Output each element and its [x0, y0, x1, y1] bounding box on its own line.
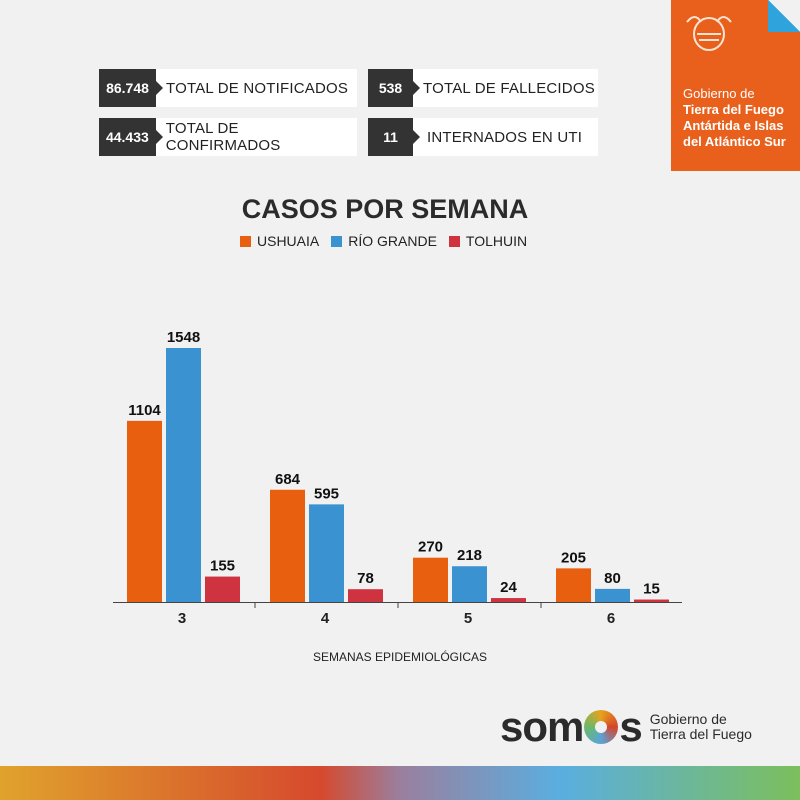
- bar-ushuaia-week-6: [556, 568, 591, 602]
- legend-swatch: [331, 236, 343, 247]
- brand-line-1: Gobierno de: [683, 86, 755, 101]
- stat-notificados: 86.748 TOTAL DE NOTIFICADOS: [99, 69, 357, 107]
- stat-value: 11: [368, 118, 420, 156]
- data-label: 24: [500, 579, 517, 596]
- bar-tolhuin-week-4: [348, 589, 383, 602]
- stat-label: INTERNADOS EN UTI: [427, 128, 583, 146]
- data-label: 155: [210, 558, 235, 575]
- stat-value: 44.433: [99, 118, 163, 156]
- bar-tolhuin-week-3: [205, 576, 240, 602]
- brand-line-3: Antártida e Islas: [683, 118, 784, 133]
- chart-legend: USHUAIA RÍO GRANDE TOLHUIN: [240, 233, 527, 249]
- footer-line-1: Gobierno de: [649, 711, 727, 727]
- data-label: 80: [604, 570, 621, 587]
- bar-tolhuin-week-5: [491, 598, 526, 602]
- legend-item-ushuaia: USHUAIA: [240, 233, 319, 249]
- bar-río-grande-week-6: [595, 588, 630, 602]
- bar-río-grande-week-5: [452, 566, 487, 602]
- stat-label: TOTAL DE CONFIRMADOS: [165, 120, 281, 154]
- government-brand-badge: Gobierno de Tierra del Fuego Antártida e…: [671, 0, 800, 171]
- bar-ushuaia-week-4: [270, 489, 305, 602]
- corner-accent: [768, 0, 800, 32]
- stat-confirmados: 44.433 TOTAL DE CONFIRMADOS: [99, 118, 357, 156]
- legend-swatch: [240, 236, 251, 247]
- stat-label: TOTAL DE FALLECIDOS: [423, 79, 595, 97]
- legend-label: USHUAIA: [257, 233, 320, 249]
- bar-río-grande-week-4: [309, 504, 344, 602]
- x-tick-label: 4: [321, 610, 330, 627]
- brand-line-2: Tierra del Fuego: [683, 102, 784, 117]
- bar-río-grande-week-3: [166, 348, 201, 602]
- x-axis-title: SEMANAS EPIDEMIOLÓGICAS: [312, 650, 488, 664]
- data-label: 15: [643, 581, 660, 598]
- data-label: 205: [561, 549, 586, 566]
- bar-ushuaia-week-5: [413, 557, 448, 602]
- stat-value: 538: [368, 69, 420, 107]
- brand-line-4: del Atlántico Sur: [683, 134, 786, 149]
- data-label: 595: [314, 485, 339, 502]
- legend-swatch: [448, 236, 460, 247]
- legend-label: TOLHUIN: [465, 233, 528, 249]
- stat-value: 86.748: [99, 69, 163, 107]
- chart-title: CASOS POR SEMANA: [241, 194, 529, 224]
- legend-item-tolhuin: TOLHUIN: [448, 233, 528, 249]
- footer-line-2: Tierra del Fuego: [649, 726, 752, 742]
- coat-of-arms-icon: [686, 16, 732, 51]
- data-label: 684: [275, 471, 301, 488]
- x-tick-label: 5: [464, 610, 472, 627]
- colorful-ring-icon: [584, 710, 619, 744]
- somos-logo: som s Gobierno de Tierra del Fuego: [500, 703, 752, 751]
- data-label: 78: [357, 570, 374, 587]
- stat-uti: 11 INTERNADOS EN UTI: [368, 118, 598, 156]
- gradient-bar: [0, 766, 800, 800]
- somos-wordmark: som s: [500, 703, 643, 750]
- bar-ushuaia-week-3: [127, 420, 162, 602]
- legend-label: RÍO GRANDE: [348, 233, 437, 249]
- stat-fallecidos: 538 TOTAL DE FALLECIDOS: [368, 69, 598, 107]
- stat-label: TOTAL DE NOTIFICADOS: [166, 79, 349, 97]
- bar-tolhuin-week-6: [634, 599, 669, 602]
- x-tick-label: 6: [607, 610, 615, 627]
- data-label: 1548: [167, 329, 200, 346]
- x-tick-label: 3: [178, 610, 186, 627]
- data-label: 1104: [128, 402, 161, 419]
- legend-item-rio-grande: RÍO GRANDE: [331, 233, 437, 249]
- data-label: 218: [457, 547, 482, 564]
- data-label: 270: [418, 539, 443, 556]
